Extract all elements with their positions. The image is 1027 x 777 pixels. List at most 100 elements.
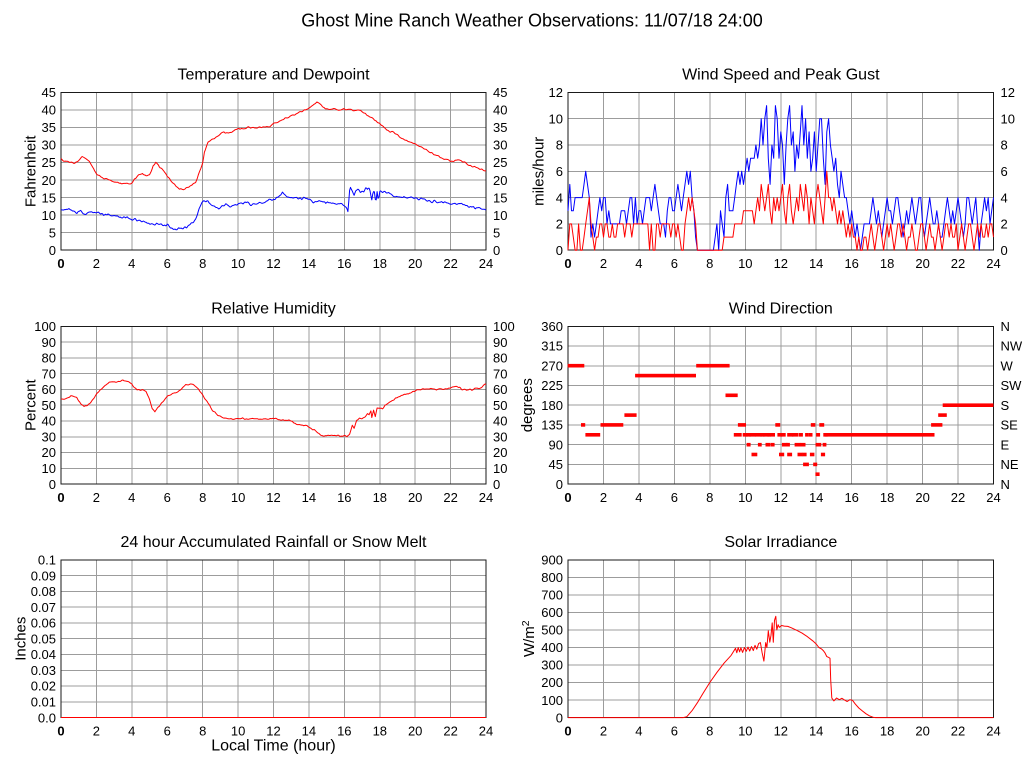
- svg-text:4: 4: [635, 490, 642, 505]
- svg-text:6: 6: [164, 490, 171, 505]
- svg-text:8: 8: [706, 490, 713, 505]
- svg-text:12: 12: [774, 256, 788, 271]
- svg-text:50: 50: [42, 398, 56, 413]
- svg-text:20: 20: [408, 256, 422, 271]
- svg-text:16: 16: [844, 490, 858, 505]
- svg-text:10: 10: [231, 724, 245, 739]
- svg-text:45: 45: [42, 85, 56, 100]
- svg-text:0: 0: [564, 256, 571, 271]
- svg-text:4: 4: [635, 256, 642, 271]
- svg-text:0: 0: [49, 477, 56, 492]
- svg-text:8: 8: [199, 724, 206, 739]
- svg-text:50: 50: [493, 398, 507, 413]
- svg-text:SW: SW: [1001, 378, 1023, 393]
- svg-text:18: 18: [373, 724, 387, 739]
- svg-text:12: 12: [266, 490, 280, 505]
- svg-text:360: 360: [541, 319, 563, 334]
- svg-text:0: 0: [1001, 243, 1008, 258]
- svg-text:14: 14: [302, 724, 316, 739]
- svg-text:16: 16: [337, 724, 351, 739]
- svg-text:0: 0: [564, 724, 571, 739]
- svg-text:0: 0: [556, 477, 563, 492]
- svg-text:20: 20: [42, 445, 56, 460]
- svg-text:700: 700: [541, 588, 563, 603]
- svg-text:Percent: Percent: [23, 379, 40, 432]
- svg-text:S: S: [1001, 398, 1010, 413]
- svg-text:W: W: [1001, 358, 1014, 373]
- svg-text:40: 40: [42, 103, 56, 118]
- svg-text:18: 18: [880, 256, 894, 271]
- svg-text:10: 10: [42, 461, 56, 476]
- svg-text:80: 80: [493, 351, 507, 366]
- svg-text:6: 6: [1001, 164, 1008, 179]
- svg-text:0.07: 0.07: [31, 600, 56, 615]
- svg-text:6: 6: [671, 490, 678, 505]
- svg-text:30: 30: [42, 430, 56, 445]
- svg-text:16: 16: [337, 256, 351, 271]
- svg-text:16: 16: [844, 724, 858, 739]
- svg-text:40: 40: [42, 414, 56, 429]
- svg-text:12: 12: [774, 490, 788, 505]
- svg-text:90: 90: [493, 335, 507, 350]
- svg-text:0: 0: [556, 710, 563, 725]
- svg-text:500: 500: [541, 623, 563, 638]
- svg-text:10: 10: [738, 256, 752, 271]
- svg-text:90: 90: [549, 437, 563, 452]
- svg-text:70: 70: [42, 366, 56, 381]
- svg-text:2: 2: [600, 724, 607, 739]
- svg-text:0: 0: [49, 243, 56, 258]
- svg-text:4: 4: [556, 190, 563, 205]
- svg-text:10: 10: [1001, 111, 1015, 126]
- svg-text:miles/hour: miles/hour: [531, 137, 548, 206]
- svg-text:800: 800: [541, 570, 563, 585]
- svg-text:25: 25: [42, 155, 56, 170]
- svg-text:NE: NE: [1001, 457, 1019, 472]
- svg-text:4: 4: [1001, 190, 1008, 205]
- svg-text:0.01: 0.01: [31, 695, 56, 710]
- svg-text:2: 2: [93, 256, 100, 271]
- svg-text:0: 0: [57, 490, 64, 505]
- svg-text:0.02: 0.02: [31, 679, 56, 694]
- svg-text:15: 15: [493, 190, 507, 205]
- svg-text:24: 24: [479, 490, 493, 505]
- svg-text:0: 0: [57, 256, 64, 271]
- svg-text:4: 4: [128, 490, 135, 505]
- svg-text:0: 0: [493, 243, 500, 258]
- svg-text:Wind Speed and Peak Gust: Wind Speed and Peak Gust: [682, 66, 880, 83]
- svg-text:Relative Humidity: Relative Humidity: [211, 300, 335, 317]
- svg-text:100: 100: [493, 319, 515, 334]
- svg-text:12: 12: [1001, 85, 1015, 100]
- svg-text:24: 24: [986, 490, 1000, 505]
- svg-text:24: 24: [479, 256, 493, 271]
- svg-text:0.1: 0.1: [38, 553, 56, 568]
- svg-text:6: 6: [556, 164, 563, 179]
- svg-text:16: 16: [844, 256, 858, 271]
- svg-text:8: 8: [706, 256, 713, 271]
- svg-text:45: 45: [549, 457, 563, 472]
- svg-text:90: 90: [42, 335, 56, 350]
- svg-text:Wind Direction: Wind Direction: [729, 300, 833, 317]
- svg-text:200: 200: [541, 675, 563, 690]
- svg-text:degrees: degrees: [519, 378, 536, 432]
- svg-text:4: 4: [128, 724, 135, 739]
- svg-text:6: 6: [164, 256, 171, 271]
- svg-text:E: E: [1001, 437, 1010, 452]
- svg-text:300: 300: [541, 658, 563, 673]
- svg-text:70: 70: [493, 366, 507, 381]
- svg-text:24: 24: [479, 724, 493, 739]
- svg-text:2: 2: [1001, 217, 1008, 232]
- svg-text:20: 20: [408, 490, 422, 505]
- svg-text:18: 18: [373, 256, 387, 271]
- svg-text:12: 12: [774, 724, 788, 739]
- svg-text:20: 20: [915, 256, 929, 271]
- svg-text:40: 40: [493, 103, 507, 118]
- svg-text:270: 270: [541, 358, 563, 373]
- svg-text:100: 100: [541, 693, 563, 708]
- svg-text:12: 12: [266, 724, 280, 739]
- svg-text:6: 6: [671, 724, 678, 739]
- svg-text:22: 22: [951, 256, 965, 271]
- svg-text:22: 22: [951, 724, 965, 739]
- svg-text:2: 2: [556, 217, 563, 232]
- svg-text:N: N: [1001, 319, 1010, 334]
- svg-text:2: 2: [600, 490, 607, 505]
